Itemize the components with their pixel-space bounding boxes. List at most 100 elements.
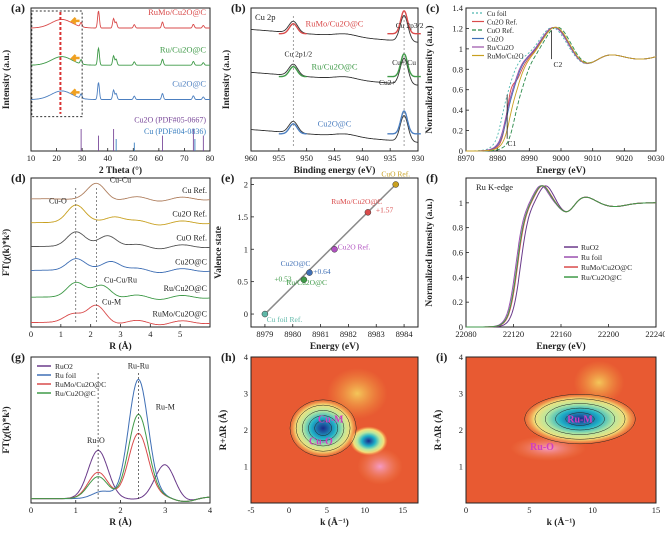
series-line (466, 185, 656, 328)
y-tick-label: 0 (459, 322, 463, 332)
heatmap-intensity (349, 426, 388, 456)
y-axis-label: R+ΔR (Å) (432, 410, 444, 451)
contour-line (314, 420, 332, 436)
annotation: Ru-Ru (128, 362, 149, 371)
x-tick-label: 2 (118, 505, 122, 515)
contour-line (308, 415, 339, 441)
series-line (250, 57, 419, 86)
heatmap-intensity (573, 360, 625, 405)
plot-frame (465, 356, 657, 504)
arrow-marker (69, 88, 80, 97)
panel-label: (b) (231, 1, 246, 15)
fit-peak (387, 10, 421, 35)
y-tick-label: 1.4 (452, 3, 463, 13)
annotation: C1 (508, 139, 517, 148)
y-tick-label: 0.2 (452, 297, 463, 307)
y-tick-label: 0.5 (237, 277, 248, 287)
y-axis-label: FT(χ(k)*k³) (1, 229, 12, 276)
series-line (251, 115, 419, 143)
heatmap-intensity (326, 367, 388, 420)
series-label: RuMo/Cu2O@C (306, 19, 364, 29)
x-tick-label: 15 (399, 505, 408, 515)
series-label: RuMo/Cu2O@C (148, 7, 206, 17)
annotation: Cu 2p3/2 (396, 21, 424, 30)
x-tick-label: 1 (74, 505, 78, 515)
panel-label: (g) (11, 350, 25, 364)
x-tick-label: 0 (29, 505, 33, 515)
y-tick-label: 1 (244, 462, 248, 472)
y-tick-label: 0.2 (452, 126, 463, 136)
panel-title: Ru K-edge (476, 182, 513, 192)
panel-label: (a) (11, 1, 25, 15)
x-tick-label: 5 (527, 505, 531, 515)
x-axis-label: 2 Theta (°) (99, 165, 142, 176)
y-tick-label: 1.5 (237, 212, 248, 222)
series-line (31, 204, 211, 226)
arrow-marker (69, 16, 80, 25)
legend-label: Ru/Cu2O@C (55, 389, 96, 398)
series-line (31, 46, 210, 66)
x-tick-label: 60 (155, 153, 164, 163)
x-tick-label: 22120 (503, 329, 524, 339)
legend-label: Ru foil (55, 371, 76, 380)
fit-peak (278, 22, 307, 35)
reference-label: Cu (PDF#04-0836) (144, 127, 206, 136)
y-tick-label: 1 (459, 462, 463, 472)
y-tick-label: 3 (459, 389, 463, 399)
fit-peak (387, 110, 421, 135)
y-tick-label: 2 (244, 179, 248, 189)
x-tick-label: 8984 (396, 329, 414, 339)
x-tick-label: 8990 (521, 153, 538, 163)
x-tick-label: 1 (59, 329, 63, 339)
plot-frame (250, 177, 419, 328)
x-tick-label: 50 (129, 153, 138, 163)
point-label: Cu foil Ref. (267, 315, 303, 324)
x-tick-label: 20 (52, 153, 61, 163)
x-axis-label: Binding energy (eV) (294, 165, 376, 176)
annotation: Ru-M (156, 403, 175, 412)
x-tick-label: 5 (178, 329, 182, 339)
panel-title: Cu 2p (255, 12, 276, 22)
fit-peak (278, 123, 307, 135)
x-axis-label: k (Å⁻¹) (320, 516, 349, 528)
y-axis-label: R+ΔR (Å) (217, 410, 229, 451)
series-label: Cu2O@C (172, 79, 206, 89)
panel-label: (i) (436, 350, 447, 364)
series-label: RuMo/Cu2O@C (153, 310, 208, 319)
contour-line (302, 410, 345, 447)
arrow-marker (69, 54, 80, 62)
x-tick-label: 9030 (648, 153, 665, 163)
fit-line (264, 183, 397, 315)
panel-d: 0 1 2 3 4 5 R (Å) FT(χ(k)*k³) (d) Cu Ref. Cu2O Ref… (1, 171, 211, 352)
x-tick-label: 15 (652, 505, 661, 515)
x-axis-label: Energy (eV) (536, 341, 585, 352)
series-line (250, 15, 419, 43)
legend-label: Cu2O (487, 36, 504, 44)
series-line (31, 182, 210, 202)
reference-label: Cu2O (PDF#05-0667) (134, 115, 206, 124)
x-tick-label: 70 (180, 153, 189, 163)
series-label: Ru/Cu2O@C (311, 61, 357, 71)
fit-peak (278, 65, 307, 78)
x-axis-label: Energy (eV) (310, 341, 359, 352)
x-tick-label: 960 (245, 153, 258, 163)
x-tick-label: 940 (356, 153, 369, 163)
y-tick-label: 0.4 (452, 105, 463, 115)
x-tick-label: 8982 (340, 329, 357, 339)
x-tick-label: 930 (412, 153, 425, 163)
x-tick-label: 3 (163, 505, 167, 515)
annotation: Ru-O (87, 436, 105, 445)
annotation: C2 (553, 60, 562, 69)
annotation: Cu-M (102, 298, 121, 307)
x-tick-label: 0 (29, 329, 33, 339)
y-tick-label: 0 (459, 146, 463, 156)
annotation: Ru-M (567, 415, 593, 426)
point-label: Ru/Cu2O@C (286, 278, 327, 287)
y-axis-label: FT(χ(k)*k³) (1, 406, 12, 453)
x-tick-label: 3 (118, 329, 122, 339)
y-tick-label: 1 (244, 244, 248, 254)
series-line (31, 82, 210, 100)
x-axis-label: k (Å⁻¹) (547, 516, 576, 528)
annotation: Cu-Cu/Ru (104, 275, 137, 284)
data-point (364, 209, 372, 216)
